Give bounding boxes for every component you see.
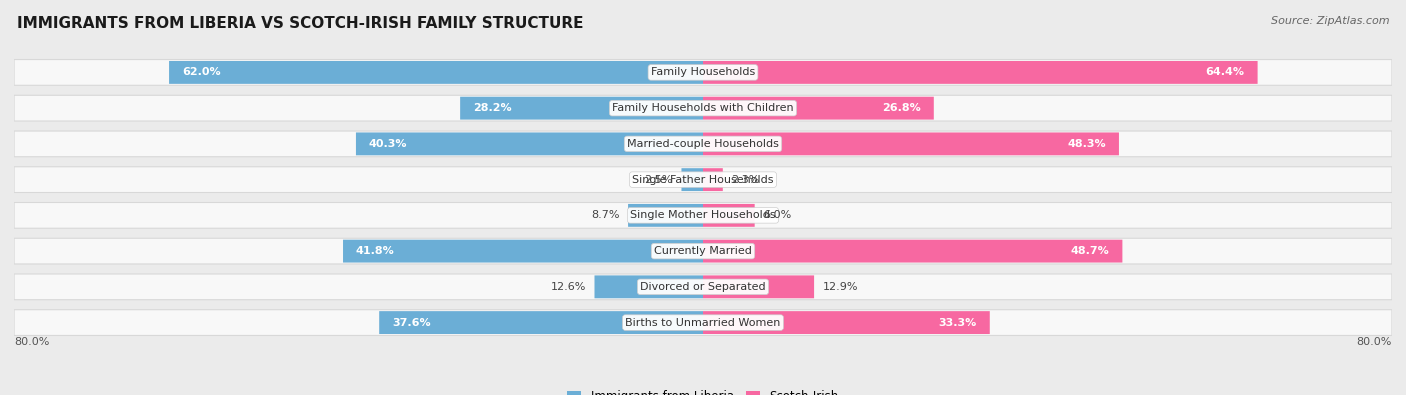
Text: Source: ZipAtlas.com: Source: ZipAtlas.com	[1271, 16, 1389, 26]
Text: Family Households: Family Households	[651, 68, 755, 77]
FancyBboxPatch shape	[703, 61, 1257, 84]
FancyBboxPatch shape	[703, 132, 1119, 155]
Text: 33.3%: 33.3%	[939, 318, 977, 327]
FancyBboxPatch shape	[703, 168, 723, 191]
Text: 12.6%: 12.6%	[551, 282, 586, 292]
Text: 48.7%: 48.7%	[1071, 246, 1109, 256]
Text: 64.4%: 64.4%	[1206, 68, 1244, 77]
FancyBboxPatch shape	[703, 275, 814, 298]
FancyBboxPatch shape	[14, 131, 1392, 157]
Text: Single Father Households: Single Father Households	[633, 175, 773, 184]
Text: 80.0%: 80.0%	[1357, 337, 1392, 347]
Text: 6.0%: 6.0%	[763, 211, 792, 220]
FancyBboxPatch shape	[14, 238, 1392, 264]
FancyBboxPatch shape	[380, 311, 703, 334]
Text: 37.6%: 37.6%	[392, 318, 430, 327]
FancyBboxPatch shape	[703, 311, 990, 334]
FancyBboxPatch shape	[628, 204, 703, 227]
Text: Married-couple Households: Married-couple Households	[627, 139, 779, 149]
Text: IMMIGRANTS FROM LIBERIA VS SCOTCH-IRISH FAMILY STRUCTURE: IMMIGRANTS FROM LIBERIA VS SCOTCH-IRISH …	[17, 16, 583, 31]
Text: 12.9%: 12.9%	[823, 282, 858, 292]
FancyBboxPatch shape	[682, 168, 703, 191]
FancyBboxPatch shape	[14, 60, 1392, 85]
Text: 2.5%: 2.5%	[644, 175, 673, 184]
FancyBboxPatch shape	[356, 132, 703, 155]
Text: Births to Unmarried Women: Births to Unmarried Women	[626, 318, 780, 327]
Text: 40.3%: 40.3%	[368, 139, 408, 149]
FancyBboxPatch shape	[460, 97, 703, 120]
Text: 2.3%: 2.3%	[731, 175, 759, 184]
FancyBboxPatch shape	[703, 240, 1122, 263]
FancyBboxPatch shape	[703, 204, 755, 227]
Text: Divorced or Separated: Divorced or Separated	[640, 282, 766, 292]
Text: Single Mother Households: Single Mother Households	[630, 211, 776, 220]
Text: 28.2%: 28.2%	[472, 103, 512, 113]
Text: 41.8%: 41.8%	[356, 246, 395, 256]
Text: 26.8%: 26.8%	[882, 103, 921, 113]
FancyBboxPatch shape	[14, 167, 1392, 192]
FancyBboxPatch shape	[169, 61, 703, 84]
Text: Family Households with Children: Family Households with Children	[612, 103, 794, 113]
FancyBboxPatch shape	[703, 97, 934, 120]
Text: 48.3%: 48.3%	[1067, 139, 1107, 149]
Legend: Immigrants from Liberia, Scotch-Irish: Immigrants from Liberia, Scotch-Irish	[562, 385, 844, 395]
FancyBboxPatch shape	[343, 240, 703, 263]
Text: 80.0%: 80.0%	[14, 337, 49, 347]
FancyBboxPatch shape	[14, 274, 1392, 300]
FancyBboxPatch shape	[595, 275, 703, 298]
Text: 8.7%: 8.7%	[591, 211, 620, 220]
FancyBboxPatch shape	[14, 310, 1392, 335]
Text: Currently Married: Currently Married	[654, 246, 752, 256]
FancyBboxPatch shape	[14, 203, 1392, 228]
FancyBboxPatch shape	[14, 95, 1392, 121]
Text: 62.0%: 62.0%	[181, 68, 221, 77]
